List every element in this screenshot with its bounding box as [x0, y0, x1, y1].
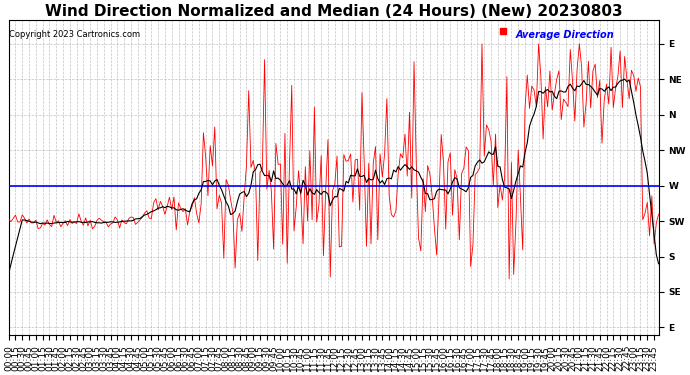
Text: Average Direction: Average Direction	[515, 30, 614, 40]
Text: Copyright 2023 Cartronics.com: Copyright 2023 Cartronics.com	[10, 30, 141, 39]
Title: Wind Direction Normalized and Median (24 Hours) (New) 20230803: Wind Direction Normalized and Median (24…	[45, 4, 622, 19]
